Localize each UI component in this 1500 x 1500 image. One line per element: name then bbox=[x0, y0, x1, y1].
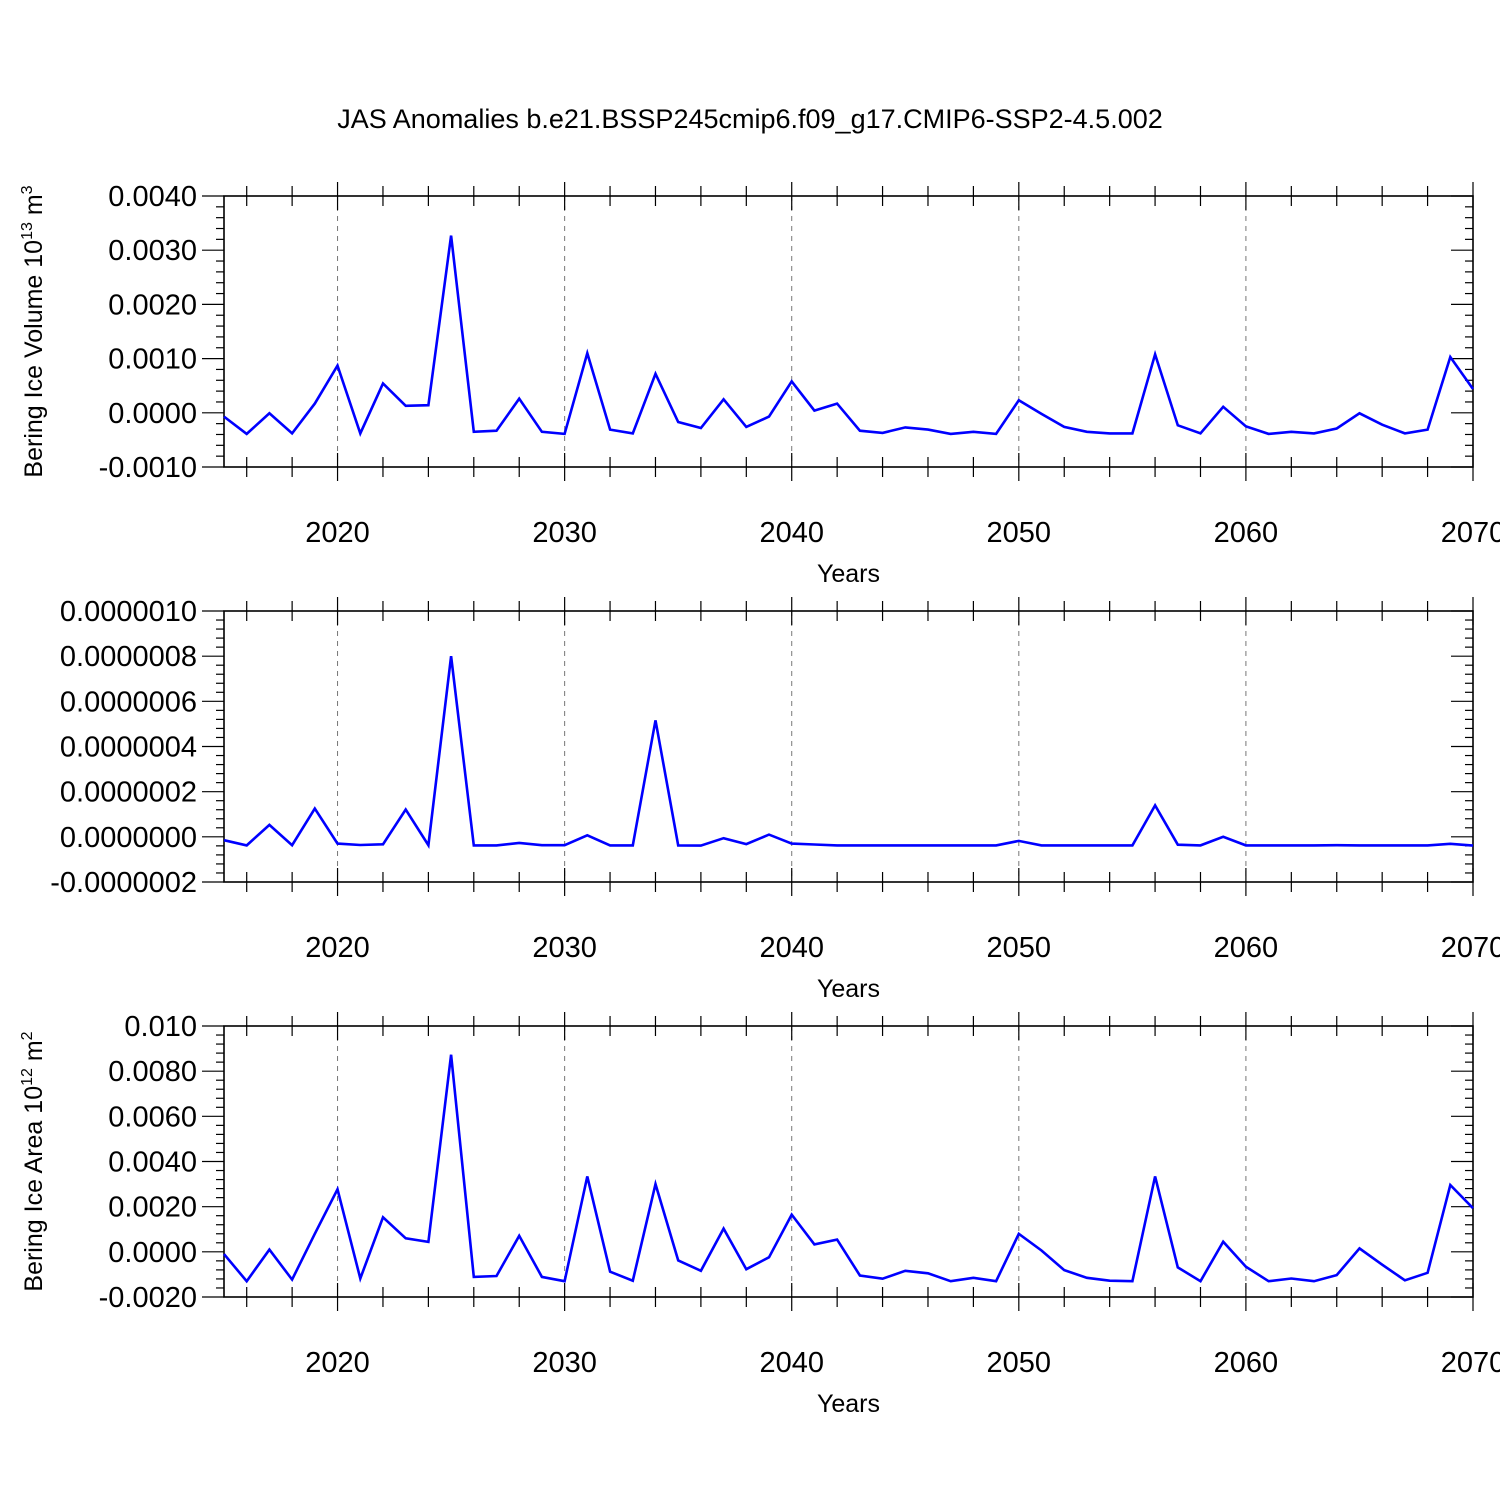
y-tick-label: 0.0010 bbox=[108, 344, 197, 376]
x-tick-label: 2050 bbox=[987, 1347, 1052, 1379]
y-axis-title: Bering Ice Area 1012 m2 bbox=[19, 1031, 48, 1291]
y-tick-label: 0.0060 bbox=[108, 1101, 197, 1133]
y-tick-label: 0.0000006 bbox=[60, 686, 197, 718]
x-tick-label: 2020 bbox=[305, 517, 370, 549]
y-tick-label: -0.0000002 bbox=[50, 867, 197, 899]
panel-middle: 2020 2030 2040 2050 2060 2070 -0.0000002 0.0000… bbox=[50, 596, 1500, 1003]
y-tick-label: 0.0030 bbox=[108, 235, 197, 267]
y-tick-label: 0.0000008 bbox=[60, 641, 197, 673]
plot-frame bbox=[223, 195, 1474, 468]
series-line bbox=[223, 656, 1474, 849]
panel-ice-volume: 2020 2030 2040 2050 2060 2070 -0.0010 0.0000 0.0… bbox=[19, 181, 1500, 588]
x-tick-label: 2050 bbox=[987, 517, 1052, 549]
x-tick-label: 2040 bbox=[759, 932, 824, 964]
plot-frame bbox=[223, 610, 1474, 883]
x-axis-title: Years bbox=[817, 560, 880, 588]
y-tick-label: 0.0000004 bbox=[60, 732, 197, 764]
y-tick-label: -0.0010 bbox=[99, 452, 197, 484]
x-tick-label: 2030 bbox=[532, 932, 597, 964]
x-axis-title: Years bbox=[817, 1390, 880, 1418]
page-title: JAS Anomalies b.e21.BSSP245cmip6.f09_g17… bbox=[337, 104, 1163, 134]
x-tick-label: 2040 bbox=[759, 517, 824, 549]
x-tick-label: 2020 bbox=[305, 1347, 370, 1379]
y-tick-label: 0.0040 bbox=[108, 1147, 197, 1179]
x-tick-label: 2020 bbox=[305, 932, 370, 964]
x-tick-label: 2040 bbox=[759, 1347, 824, 1379]
series-line bbox=[223, 1054, 1474, 1284]
x-tick-label: 2060 bbox=[1214, 1347, 1279, 1379]
plot-frame bbox=[223, 1025, 1474, 1298]
x-axis-title: Years bbox=[817, 975, 880, 1003]
x-tick-label: 2030 bbox=[532, 517, 597, 549]
y-tick-label: 0.0020 bbox=[108, 1192, 197, 1224]
panel-ice-area: 2020 2030 2040 2050 2060 2070 -0.0020 0.0000 0.0… bbox=[19, 1011, 1500, 1418]
y-tick-label: 0.0040 bbox=[108, 181, 197, 213]
x-tick-label: 2050 bbox=[987, 932, 1052, 964]
x-tick-label: 2070 bbox=[1441, 517, 1500, 549]
y-tick-label: -0.0020 bbox=[99, 1282, 197, 1314]
y-tick-label: 0.0000 bbox=[108, 1237, 197, 1269]
x-tick-label: 2030 bbox=[532, 1347, 597, 1379]
y-tick-label: 0.0020 bbox=[108, 289, 197, 321]
x-tick-label: 2070 bbox=[1441, 1347, 1500, 1379]
y-axis-title: Bering Ice Volume 1013 m3 bbox=[19, 185, 48, 477]
series-line bbox=[223, 235, 1475, 437]
x-tick-label: 2060 bbox=[1214, 932, 1279, 964]
y-tick-label: 0.0000002 bbox=[60, 777, 197, 809]
y-tick-label: 0.0000 bbox=[108, 398, 197, 430]
y-tick-label: 0.010 bbox=[124, 1011, 197, 1043]
y-tick-label: 0.0000010 bbox=[60, 596, 197, 628]
x-tick-label: 2070 bbox=[1441, 932, 1500, 964]
y-tick-label: 0.0080 bbox=[108, 1056, 197, 1088]
x-tick-label: 2060 bbox=[1214, 517, 1279, 549]
y-tick-label: 0.0000000 bbox=[60, 822, 197, 854]
